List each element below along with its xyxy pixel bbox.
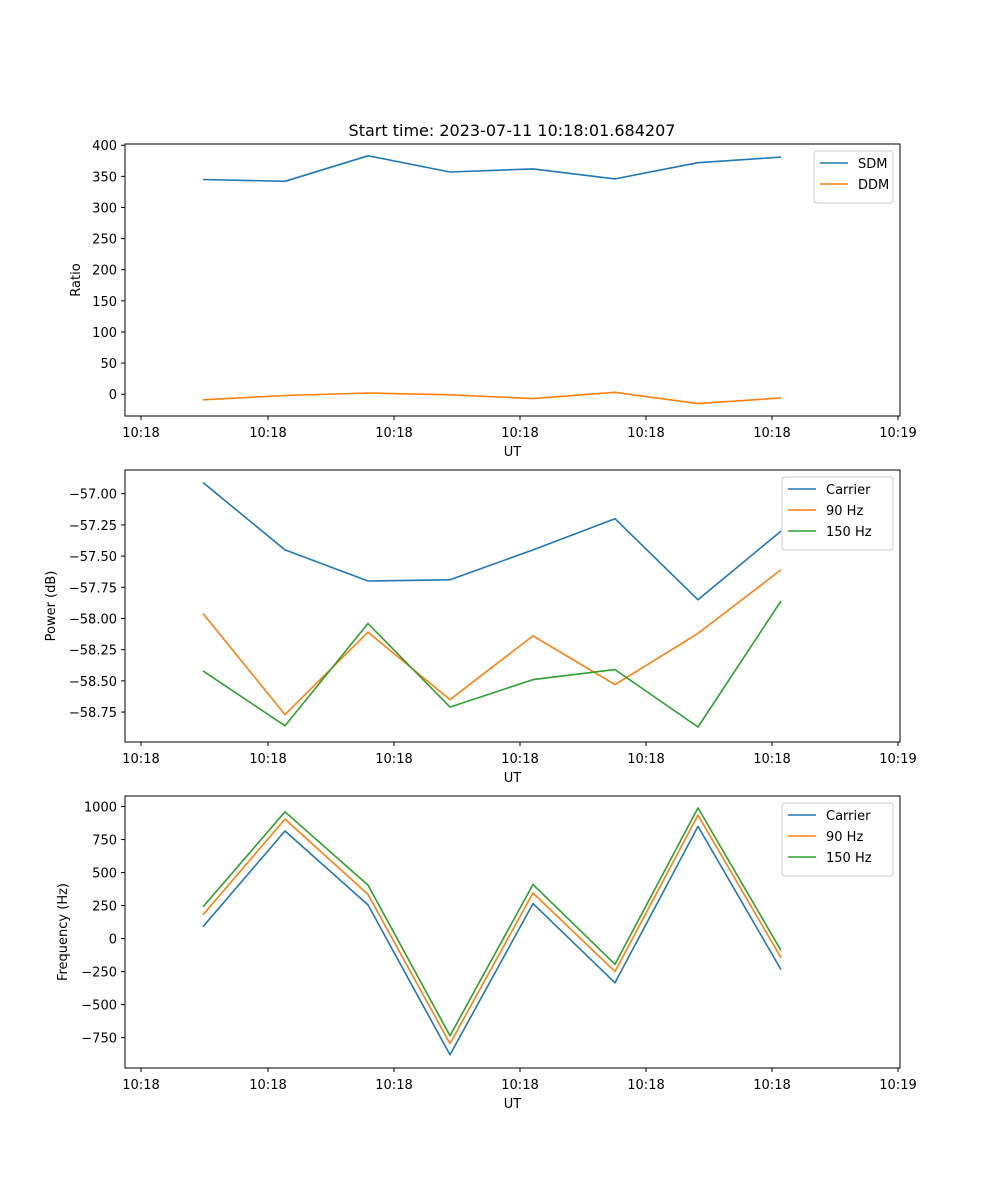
y-tick-label: 500 <box>92 867 117 882</box>
y-tick-label: 50 <box>100 357 117 372</box>
series-line-ddm <box>202 391 782 405</box>
y-tick-label: −58.00 <box>69 612 117 627</box>
x-tick-label: 10:18 <box>249 752 286 767</box>
x-tick-label: 10:18 <box>627 426 664 441</box>
x-tick-label: 10:18 <box>501 752 538 767</box>
x-axis-label: UT <box>504 445 522 460</box>
series-line-carrier <box>202 481 782 601</box>
x-tick-label: 10:18 <box>122 752 159 767</box>
y-tick-label: 400 <box>92 139 117 154</box>
y-tick-label: 250 <box>92 233 117 248</box>
x-tick-label: 10:18 <box>375 752 412 767</box>
y-tick-label: −500 <box>81 999 117 1014</box>
figure-title: Start time: 2023-07-11 10:18:01.684207 <box>349 121 676 140</box>
chart-panel-3: 10:18 10:18 10:18 10:18 10:18 10:18 10:19 −750 −… <box>56 795 917 1112</box>
legend-label: Carrier <box>826 483 871 498</box>
y-tick-label: 150 <box>92 295 117 310</box>
legend-label: DDM <box>858 178 889 193</box>
x-tick-label: 10:18 <box>122 1078 159 1093</box>
y-tick-label: 250 <box>92 900 117 915</box>
x-tick-label: 10:18 <box>501 1078 538 1093</box>
y-tick-label: −57.75 <box>69 581 117 596</box>
x-tick-label: 10:19 <box>879 426 916 441</box>
y-tick-label: 1000 <box>84 801 117 816</box>
series-line-carrier <box>202 825 782 1056</box>
legend-label: Carrier <box>826 809 871 824</box>
y-tick-label: −750 <box>81 1032 117 1047</box>
plot-frame <box>124 143 901 417</box>
y-tick-label: −250 <box>81 966 117 981</box>
series-line-150-hz <box>202 600 782 728</box>
legend-label: 150 Hz <box>826 525 872 540</box>
plot-frame <box>124 469 901 743</box>
y-axis-label: Frequency (Hz) <box>56 883 71 981</box>
x-tick-label: 10:18 <box>375 426 412 441</box>
x-tick-label: 10:19 <box>879 752 916 767</box>
legend-label: 90 Hz <box>826 830 863 845</box>
x-tick-label: 10:18 <box>249 426 286 441</box>
series-line-90-hz <box>202 569 782 716</box>
y-tick-label: 0 <box>109 933 117 948</box>
plot-frame <box>124 795 901 1069</box>
series-line-150-hz <box>202 807 782 1037</box>
y-tick-label: −58.25 <box>69 644 117 659</box>
x-tick-label: 10:18 <box>501 426 538 441</box>
legend-label: 90 Hz <box>826 504 863 519</box>
x-tick-label: 10:18 <box>753 426 790 441</box>
x-tick-label: 10:18 <box>122 426 159 441</box>
y-tick-label: −57.25 <box>69 519 117 534</box>
x-tick-label: 10:18 <box>627 1078 664 1093</box>
y-tick-label: 750 <box>92 834 117 849</box>
chart-panel-2: 10:18 10:18 10:18 10:18 10:18 10:18 10:19 −58.7… <box>44 469 917 786</box>
y-tick-label: −57.00 <box>69 488 117 503</box>
chart-panel-1: 10:18 10:18 10:18 10:18 10:18 10:18 10:19 0 50 10… <box>69 139 917 460</box>
x-tick-label: 10:18 <box>249 1078 286 1093</box>
x-axis-label: UT <box>504 1097 522 1112</box>
legend-label: 150 Hz <box>826 851 872 866</box>
y-tick-label: −58.50 <box>69 675 117 690</box>
x-tick-label: 10:18 <box>375 1078 412 1093</box>
x-axis-label: UT <box>504 771 522 786</box>
y-tick-label: 0 <box>109 388 117 403</box>
x-tick-label: 10:18 <box>627 752 664 767</box>
y-tick-label: −57.50 <box>69 550 117 565</box>
x-tick-label: 10:18 <box>753 1078 790 1093</box>
y-tick-label: −58.75 <box>69 706 117 721</box>
series-line-90-hz <box>202 814 782 1045</box>
y-tick-label: 350 <box>92 170 117 185</box>
y-tick-label: 200 <box>92 264 117 279</box>
y-tick-label: 100 <box>92 326 117 341</box>
legend-box <box>813 150 894 204</box>
y-axis-label: Power (dB) <box>44 571 59 642</box>
x-tick-label: 10:19 <box>879 1078 916 1093</box>
x-tick-label: 10:18 <box>753 752 790 767</box>
y-tick-label: 300 <box>92 201 117 216</box>
legend-label: SDM <box>858 157 887 172</box>
series-line-sdm <box>202 155 782 183</box>
y-axis-label: Ratio <box>69 263 84 296</box>
